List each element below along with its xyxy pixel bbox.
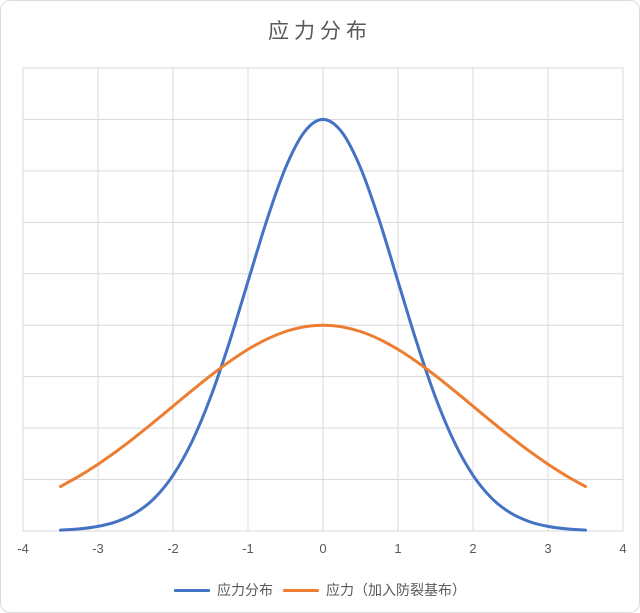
chart-title: 应力分布 bbox=[268, 20, 372, 43]
x-tick-label-2: 2 bbox=[469, 541, 477, 556]
legend: 应力分布 应力（加入防裂基布） bbox=[1, 580, 639, 600]
stress-distribution-curve bbox=[59, 117, 587, 532]
legend-item-stress-distribution: 应力分布 bbox=[174, 580, 273, 600]
legend-label-stress-anticrack-fabric: 应力（加入防裂基布） bbox=[326, 582, 466, 598]
stress-with-anticrack-fabric-curve bbox=[59, 323, 587, 488]
x-tick-label-1: 1 bbox=[394, 541, 402, 556]
x-tick-label-3: 3 bbox=[544, 541, 552, 556]
legend-line-swatch-blue bbox=[174, 588, 210, 592]
x-tick-label--4: -4 bbox=[17, 541, 29, 556]
plot-border bbox=[22, 67, 624, 532]
x-tick-label-4: 4 bbox=[619, 541, 627, 556]
x-tick-label--3: -3 bbox=[92, 541, 104, 556]
x-tick-label--2: -2 bbox=[167, 541, 179, 556]
legend-item-stress-anticrack-fabric: 应力（加入防裂基布） bbox=[283, 580, 466, 600]
x-tick-label--1: -1 bbox=[242, 541, 254, 556]
legend-label-stress-distribution: 应力分布 bbox=[217, 582, 273, 598]
x-tick-label-0: 0 bbox=[319, 541, 327, 556]
legend-line-swatch-orange bbox=[283, 588, 319, 592]
x-axis: -4 -3 -2 -1 0 1 2 3 4 bbox=[1, 541, 639, 559]
